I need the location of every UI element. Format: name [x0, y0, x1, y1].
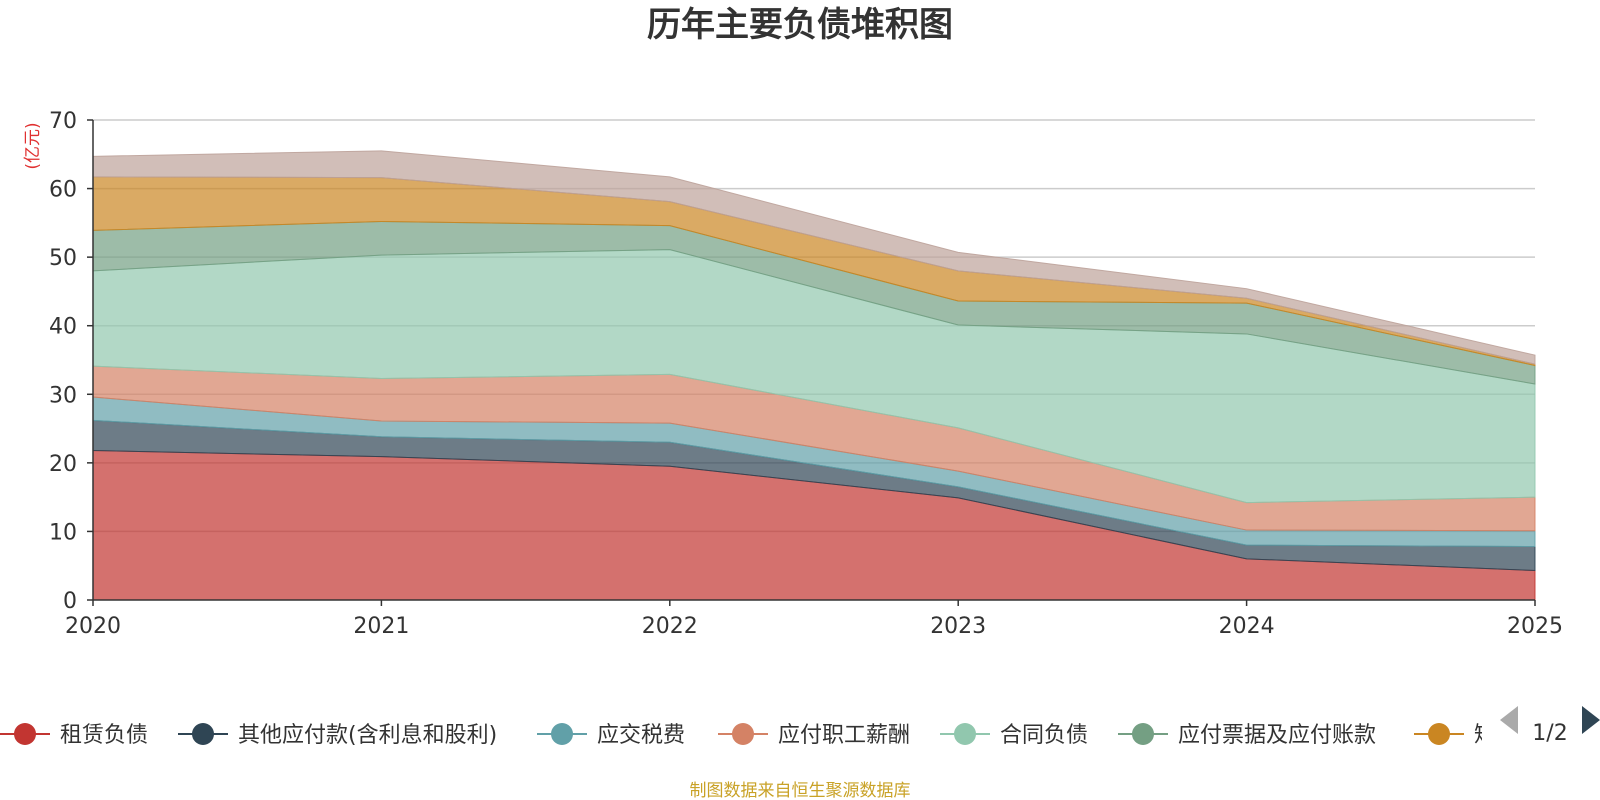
legend-item-0[interactable]: 租赁负债: [0, 723, 148, 748]
legend-pager: 1/2: [1500, 706, 1600, 746]
legend-item-4[interactable]: 合同负债: [940, 723, 1088, 748]
source-note: 制图数据来自恒生聚源数据库: [690, 781, 911, 800]
legend-label-5: 应付票据及应付账款: [1178, 723, 1376, 748]
y-tick-label-50: 50: [49, 246, 77, 271]
x-tick-label-2021: 2021: [353, 614, 409, 639]
legend-next-icon[interactable]: [1582, 706, 1600, 734]
x-tick-label-2022: 2022: [642, 614, 698, 639]
legend-item-2[interactable]: 应交税费: [537, 723, 685, 748]
legend-item-3[interactable]: 应付职工薪酬: [718, 723, 910, 748]
x-tick-label-2024: 2024: [1219, 614, 1275, 639]
legend-page-indicator: 1/2: [1532, 721, 1567, 746]
chart-title: 历年主要负债堆积图: [647, 5, 953, 45]
legend-item-5[interactable]: 应付票据及应付账款: [1118, 723, 1376, 748]
area-7: [92, 150, 1536, 365]
y-tick-label-60: 60: [49, 178, 77, 203]
legend-prev-icon[interactable]: [1500, 706, 1518, 734]
area-series: [92, 150, 1536, 601]
legend-label-4: 合同负债: [1000, 723, 1088, 748]
x-tick-label-2023: 2023: [930, 614, 986, 639]
y-axis-unit: (亿元): [23, 122, 43, 169]
legend-item-6[interactable]: 短: [1414, 723, 1496, 748]
y-tick-label-10: 10: [49, 520, 77, 545]
legend-marker-3: [732, 723, 754, 745]
legend-label-2: 应交税费: [597, 723, 685, 748]
legend-label-0: 租赁负债: [60, 723, 148, 748]
y-tick-label-30: 30: [49, 383, 77, 408]
y-tick-label-70: 70: [49, 109, 77, 134]
legend-label-1: 其他应付款(含利息和股利): [238, 723, 497, 748]
legend-marker-4: [954, 723, 976, 745]
legend-marker-6: [1428, 723, 1450, 745]
x-tick-label-2025: 2025: [1507, 614, 1563, 639]
legend-marker-5: [1132, 723, 1154, 745]
legend-marker-2: [551, 723, 573, 745]
legend-items: 租赁负债 其他应付款(含利息和股利) 应交税费 应付职工薪酬 合同负债 应付票据及应付账款…: [0, 723, 1496, 748]
axes: [92, 120, 1535, 601]
y-tick-label-0: 0: [63, 589, 77, 614]
y-axis-ticks: 0 10 20 30 40 50 60 70: [49, 109, 93, 614]
x-tick-label-2020: 2020: [65, 614, 121, 639]
x-axis-ticks: 2020 2021 2022 2023 2024 2025: [65, 600, 1563, 639]
legend-item-1[interactable]: 其他应付款(含利息和股利): [178, 723, 497, 748]
y-tick-label-40: 40: [49, 315, 77, 340]
y-tick-label-20: 20: [49, 452, 77, 477]
legend-label-3: 应付职工薪酬: [778, 723, 910, 748]
legend-marker-1: [192, 723, 214, 745]
legend-marker-0: [14, 723, 36, 745]
legend-label-6: 短: [1474, 723, 1496, 748]
legend: 租赁负债 其他应付款(含利息和股利) 应交税费 应付职工薪酬 合同负债 应付票据及应付账款…: [0, 723, 1496, 748]
